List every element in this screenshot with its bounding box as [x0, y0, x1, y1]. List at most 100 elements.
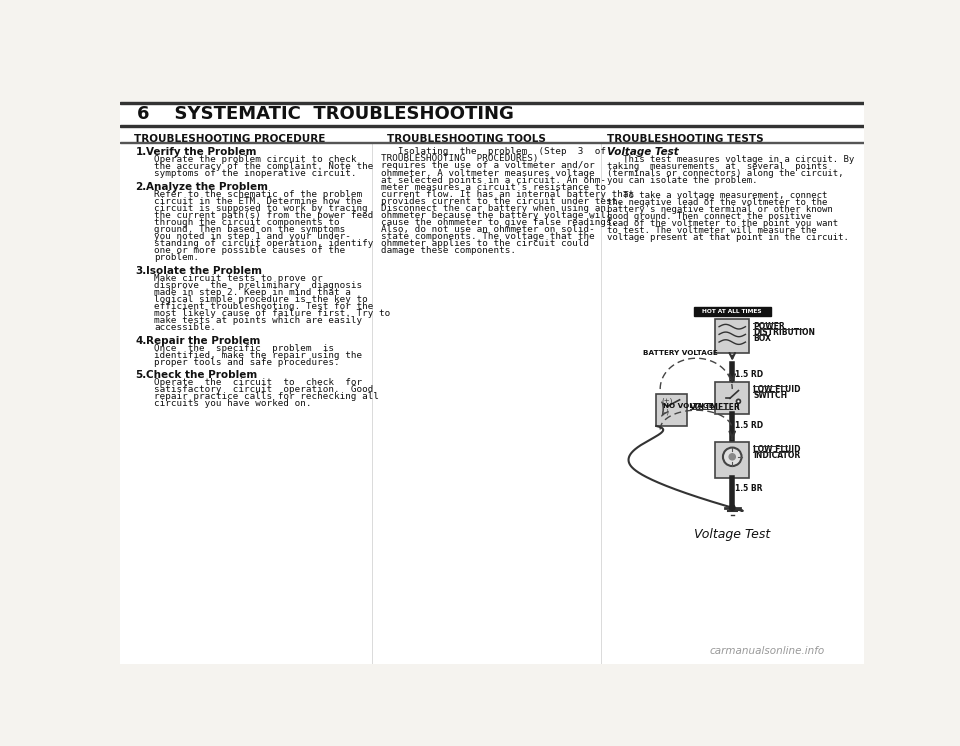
Text: 5.: 5. [135, 370, 147, 380]
Text: ohmmeter applies to the circuit could: ohmmeter applies to the circuit could [381, 239, 589, 248]
Text: Voltage Test: Voltage Test [694, 527, 770, 541]
Text: VOLTMETER: VOLTMETER [690, 403, 741, 412]
Bar [693, 307, 771, 316]
Text: LOW FLUID: LOW FLUID [754, 385, 801, 394]
Text: voltage present at that point in the circuit.: voltage present at that point in the cir… [607, 233, 849, 242]
Text: through the circuit components to: through the circuit components to [155, 218, 340, 227]
Text: at selected points in a circuit. An ohm-: at selected points in a circuit. An ohm- [381, 175, 606, 184]
Text: INDICATOR: INDICATOR [754, 451, 801, 460]
Text: To take a voltage measurement, connect: To take a voltage measurement, connect [607, 190, 828, 199]
Bar [715, 319, 750, 353]
Text: 4.: 4. [135, 336, 147, 345]
Text: made in step 2. Keep in mind that a: made in step 2. Keep in mind that a [155, 288, 351, 297]
Text: 6    SYSTEMATIC  TROUBLESHOOTING: 6 SYSTEMATIC TROUBLESHOOTING [137, 105, 514, 123]
Text: the negative lead of the voltmeter to the: the negative lead of the voltmeter to th… [607, 198, 828, 207]
Text: BOX: BOX [754, 334, 771, 343]
Text: SWITCH: SWITCH [754, 392, 787, 401]
Text: Disconnect the car battery when using an: Disconnect the car battery when using an [381, 204, 606, 213]
Text: the accuracy of the complaint. Note the: the accuracy of the complaint. Note the [155, 162, 373, 172]
Text: TROUBLESHOOTING TESTS: TROUBLESHOOTING TESTS [607, 134, 763, 144]
Text: Make circuit tests to prove or: Make circuit tests to prove or [155, 274, 323, 283]
Text: LOW FLUID: LOW FLUID [754, 445, 801, 454]
Text: you noted in step 1 and your under-: you noted in step 1 and your under- [155, 232, 351, 241]
Text: DISTRIBUTION: DISTRIBUTION [754, 328, 815, 337]
Circle shape [723, 448, 741, 466]
Text: Operate the problem circuit to check: Operate the problem circuit to check [155, 155, 356, 164]
Text: (-): (-) [661, 408, 670, 415]
Text: provides current to the circuit under test.: provides current to the circuit under te… [381, 197, 623, 206]
Text: Operate  the  circuit  to  check  for: Operate the circuit to check for [155, 378, 362, 387]
Circle shape [736, 399, 740, 404]
Bar [120, 104, 864, 125]
Circle shape [730, 505, 735, 510]
Text: carmanualsonline.info: carmanualsonline.info [709, 646, 825, 656]
Text: Also, do not use an ohmmeter on solid-: Also, do not use an ohmmeter on solid- [381, 225, 595, 234]
Text: ground. Then based on the symptoms: ground. Then based on the symptoms [155, 225, 346, 234]
Text: ohmmeter. A voltmeter measures voltage: ohmmeter. A voltmeter measures voltage [381, 169, 595, 178]
Text: circuit in the ETM. Determine how the: circuit in the ETM. Determine how the [155, 197, 362, 206]
Text: the current path(s) from the power feed: the current path(s) from the power feed [155, 211, 373, 220]
Text: HOT AT ALL TIMES: HOT AT ALL TIMES [703, 309, 762, 314]
Text: This test measures voltage in a circuit. By: This test measures voltage in a circuit.… [607, 155, 854, 164]
Text: satisfactory  circuit  operation.  Good: satisfactory circuit operation. Good [155, 385, 373, 394]
Bar [120, 125, 864, 128]
Text: most likely cause of failure first. Try to: most likely cause of failure first. Try … [155, 309, 391, 318]
Text: Verify the Problem: Verify the Problem [146, 147, 257, 157]
Text: identified, make the repair using the: identified, make the repair using the [155, 351, 362, 360]
Text: lead of the voltmeter to the point you want: lead of the voltmeter to the point you w… [607, 219, 838, 228]
Bar [120, 102, 864, 104]
Text: 1.: 1. [135, 147, 147, 157]
Text: symptoms of the inoperative circuit.: symptoms of the inoperative circuit. [155, 169, 356, 178]
Text: (terminals or connectors) along the circuit,: (terminals or connectors) along the circ… [607, 169, 843, 178]
Text: BATTERY VOLTAGE: BATTERY VOLTAGE [643, 350, 718, 356]
Text: Repair the Problem: Repair the Problem [146, 336, 261, 345]
Bar [715, 442, 750, 477]
Text: POWER: POWER [754, 322, 785, 331]
Text: proper tools and safe procedures.: proper tools and safe procedures. [155, 358, 340, 367]
Circle shape [736, 399, 740, 404]
Text: 3.: 3. [135, 266, 147, 276]
Text: TROUBLESHOOTING TOOLS: TROUBLESHOOTING TOOLS [388, 134, 546, 144]
Text: one or more possible causes of the: one or more possible causes of the [155, 246, 346, 255]
Text: circuit is supposed to work by tracing: circuit is supposed to work by tracing [155, 204, 368, 213]
Text: Isolate the Problem: Isolate the Problem [146, 266, 262, 276]
Text: disprove  the  preliminary  diagnosis: disprove the preliminary diagnosis [155, 280, 362, 289]
Text: Voltage Test: Voltage Test [607, 147, 679, 157]
Text: meter measures a circuit's resistance to: meter measures a circuit's resistance to [381, 183, 606, 192]
Text: repair practice calls for rechecking all: repair practice calls for rechecking all [155, 392, 379, 401]
Text: (+): (+) [661, 398, 673, 404]
Text: Check the Problem: Check the Problem [146, 370, 257, 380]
Text: battery's negative terminal or other known: battery's negative terminal or other kno… [607, 204, 832, 213]
Text: 1.5 RD: 1.5 RD [735, 421, 763, 430]
Text: NO VOLTAGE: NO VOLTAGE [663, 403, 714, 409]
Text: ohmmeter because the battery voltage will: ohmmeter because the battery voltage wil… [381, 211, 612, 220]
Text: state components. The voltage that the: state components. The voltage that the [381, 232, 595, 241]
Circle shape [730, 454, 735, 460]
Text: current flow. It has an internal battery that: current flow. It has an internal battery… [381, 189, 635, 198]
Text: 1.5 RD: 1.5 RD [735, 370, 763, 379]
Bar [715, 382, 750, 415]
Text: cause the ohmmeter to give false readings.: cause the ohmmeter to give false reading… [381, 218, 617, 227]
Text: Refer to the schematic of the problem: Refer to the schematic of the problem [155, 189, 362, 198]
Text: taking  measurements  at  several  points: taking measurements at several points [607, 162, 828, 172]
Text: circuits you have worked on.: circuits you have worked on. [155, 399, 312, 408]
Text: damage these components.: damage these components. [381, 246, 516, 255]
Text: logical simple procedure is the key to: logical simple procedure is the key to [155, 295, 368, 304]
Text: Once  the  specific  problem  is: Once the specific problem is [155, 344, 334, 353]
Text: accessible.: accessible. [155, 323, 216, 332]
Text: problem.: problem. [155, 254, 199, 263]
Text: efficient troubleshooting. Test for the: efficient troubleshooting. Test for the [155, 302, 373, 311]
Text: standing of circuit operation, identify: standing of circuit operation, identify [155, 239, 373, 248]
Text: you can isolate the problem.: you can isolate the problem. [607, 176, 757, 185]
Text: Isolating  the  problem  (Step  3  of: Isolating the problem (Step 3 of [381, 147, 606, 156]
Text: to test. The voltmeter will measure the: to test. The voltmeter will measure the [607, 226, 816, 235]
Text: 1.5 BR: 1.5 BR [735, 483, 763, 493]
Text: TROUBLESHOOTING  PROCEDURES): TROUBLESHOOTING PROCEDURES) [381, 154, 539, 163]
Text: 2.: 2. [135, 182, 147, 192]
Bar [657, 394, 687, 426]
Text: make tests at points which are easily: make tests at points which are easily [155, 316, 362, 325]
Text: TROUBLESHOOTING PROCEDURE: TROUBLESHOOTING PROCEDURE [134, 134, 325, 144]
Text: requires the use of a voltmeter and/or: requires the use of a voltmeter and/or [381, 161, 595, 170]
Text: good ground. Then connect the positive: good ground. Then connect the positive [607, 212, 811, 221]
Text: Analyze the Problem: Analyze the Problem [146, 182, 269, 192]
